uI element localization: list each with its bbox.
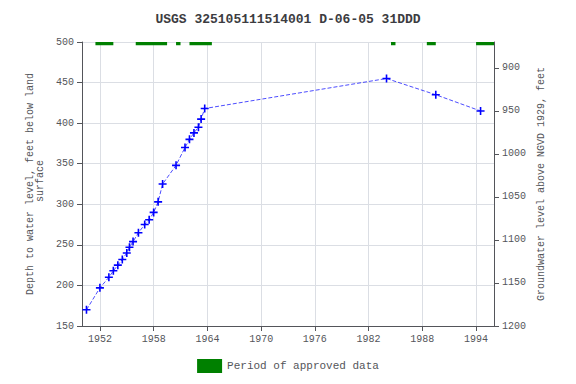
svg-text:1970: 1970 [249,334,273,345]
svg-text:950: 950 [502,105,520,116]
svg-text:1964: 1964 [195,334,219,345]
svg-text:Period of approved data: Period of approved data [227,360,379,372]
svg-text:200: 200 [56,280,74,291]
svg-text:1200: 1200 [502,321,526,332]
svg-text:300: 300 [56,199,74,210]
svg-text:surface: surface [35,160,46,208]
svg-text:1952: 1952 [88,334,112,345]
svg-text:Depth to water level, feet bel: Depth to water level, feet below land [24,73,36,295]
svg-text:1994: 1994 [464,334,488,345]
svg-text:1150: 1150 [502,277,526,288]
svg-text:1982: 1982 [357,334,381,345]
svg-text:250: 250 [56,239,74,250]
svg-text:1976: 1976 [303,334,327,345]
svg-text:900: 900 [502,62,520,73]
svg-text:USGS 325105111514001 D-06-05 3: USGS 325105111514001 D-06-05 31DDD [155,12,420,27]
svg-text:350: 350 [56,158,74,169]
svg-text:1050: 1050 [502,191,526,202]
svg-text:450: 450 [56,77,74,88]
svg-text:1100: 1100 [502,234,526,245]
svg-text:1000: 1000 [502,148,526,159]
svg-text:500: 500 [56,37,74,48]
svg-text:Groundwater level above NGVD 1: Groundwater level above NGVD 1929, feet [536,67,547,301]
svg-text:1988: 1988 [410,334,434,345]
svg-text:150: 150 [56,321,74,332]
svg-text:1958: 1958 [142,334,166,345]
svg-text:400: 400 [56,118,74,129]
